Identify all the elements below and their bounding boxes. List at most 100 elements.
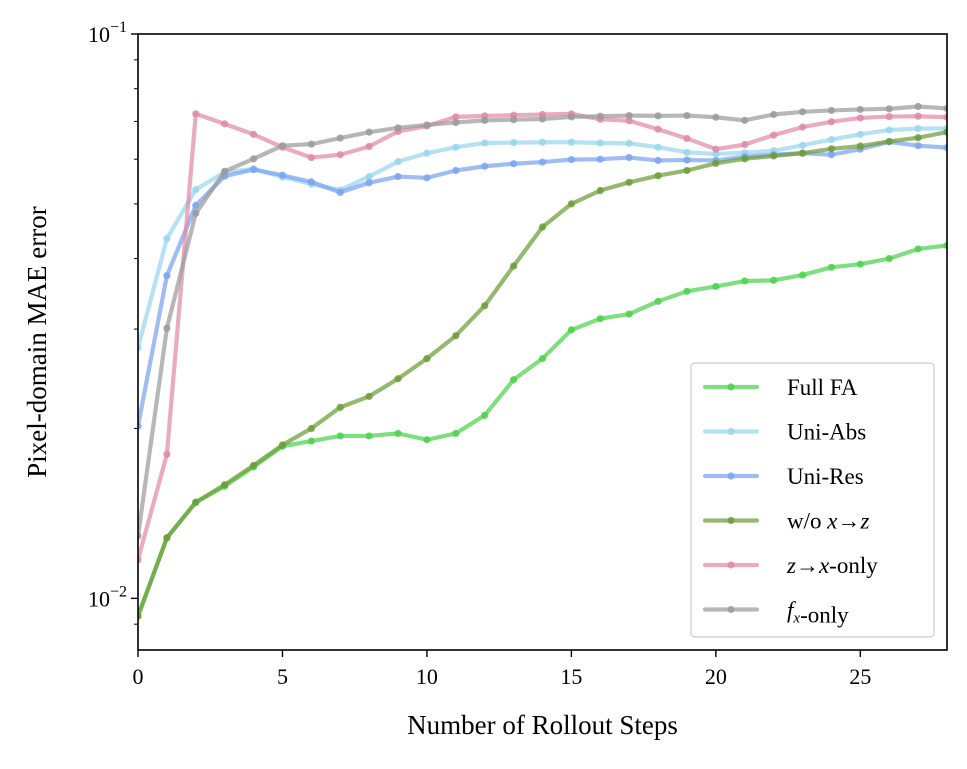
data-point [538, 115, 547, 123]
data-point [249, 155, 258, 163]
data-point [798, 108, 807, 116]
series-3 [138, 128, 947, 620]
data-point [856, 114, 864, 122]
data-point [798, 141, 807, 149]
data-point [163, 450, 171, 458]
data-point [770, 276, 778, 284]
data-point [683, 148, 691, 156]
data-point [452, 166, 460, 175]
data-point [307, 140, 315, 148]
data-point [654, 143, 662, 151]
axes: 0 5 10 15 20 25 10−2 10−1 Number of Rollout Step… [22, 19, 948, 740]
x-tick-label: 0 [133, 664, 144, 689]
legend-marker [727, 561, 735, 569]
data-point [654, 297, 662, 305]
data-point [307, 437, 315, 445]
data-point [138, 556, 142, 564]
data-point [885, 254, 893, 263]
data-point [307, 424, 315, 433]
data-point [567, 156, 575, 164]
x-tick-label: 15 [560, 664, 582, 689]
legend-label: Uni-Res [787, 464, 864, 489]
y-tick-label: 10−2 [88, 583, 127, 611]
data-point [336, 432, 344, 440]
data-point [452, 332, 460, 340]
legend-marker [727, 516, 735, 525]
data-point [365, 172, 373, 181]
data-point [336, 134, 344, 142]
data-point [510, 160, 518, 168]
data-point [163, 234, 171, 243]
data-point [683, 166, 691, 175]
legend-label: Uni-Abs [787, 420, 866, 445]
data-point [827, 106, 836, 115]
data-point [712, 159, 720, 167]
series-5 [138, 102, 947, 540]
data-point [625, 111, 633, 120]
data-point [394, 172, 402, 181]
x-axis-label: Number of Rollout Steps [407, 710, 678, 740]
legend-entry: w/o x→z [702, 509, 869, 534]
data-point [885, 112, 893, 121]
data-point [654, 156, 662, 165]
data-point [163, 324, 171, 332]
data-point [567, 113, 575, 121]
data-point [741, 155, 749, 163]
data-point [538, 138, 547, 146]
data-point [336, 151, 344, 159]
data-point [596, 155, 604, 163]
data-point [856, 260, 864, 268]
data-point [452, 429, 460, 438]
data-point [423, 174, 431, 182]
data-point [538, 223, 547, 231]
data-point [336, 403, 344, 411]
data-point [365, 179, 373, 187]
data-point [423, 436, 431, 444]
data-point [192, 186, 200, 194]
data-point [567, 200, 575, 208]
data-point [192, 110, 200, 118]
data-point [596, 315, 604, 323]
legend-label: fx-only [787, 598, 849, 628]
data-point [481, 302, 489, 310]
data-point [856, 130, 864, 138]
legend-entry: Full FA [702, 375, 858, 400]
data-point [625, 117, 633, 125]
data-point [827, 151, 836, 159]
x-tick-label: 10 [416, 664, 438, 689]
data-point [914, 134, 922, 142]
x-tick-label: 20 [705, 664, 727, 689]
data-point [654, 125, 662, 133]
data-point [683, 111, 691, 120]
data-point [510, 376, 518, 384]
data-point [249, 130, 258, 138]
data-point [856, 142, 864, 150]
data-point [192, 498, 200, 506]
legend-marker [727, 605, 735, 614]
data-point [827, 263, 836, 271]
data-point [625, 139, 633, 147]
data-point [481, 162, 489, 170]
data-point [596, 139, 604, 147]
data-point [596, 186, 604, 195]
data-point [249, 461, 258, 470]
data-point [914, 245, 922, 253]
data-point [278, 142, 287, 150]
data-point [394, 158, 402, 166]
data-point [914, 142, 922, 150]
data-point [798, 123, 807, 131]
data-point [538, 158, 547, 166]
data-point [365, 432, 373, 440]
data-point [452, 113, 460, 121]
data-point [365, 392, 373, 400]
legend-label: w/o x→z [787, 509, 869, 534]
data-point [481, 411, 489, 419]
data-point [510, 139, 518, 147]
data-point [625, 153, 633, 162]
x-tick-label: 25 [849, 664, 871, 689]
data-point [770, 110, 778, 119]
data-point [192, 209, 200, 217]
legend-label: z→x-only [786, 553, 878, 578]
data-point [481, 139, 489, 147]
